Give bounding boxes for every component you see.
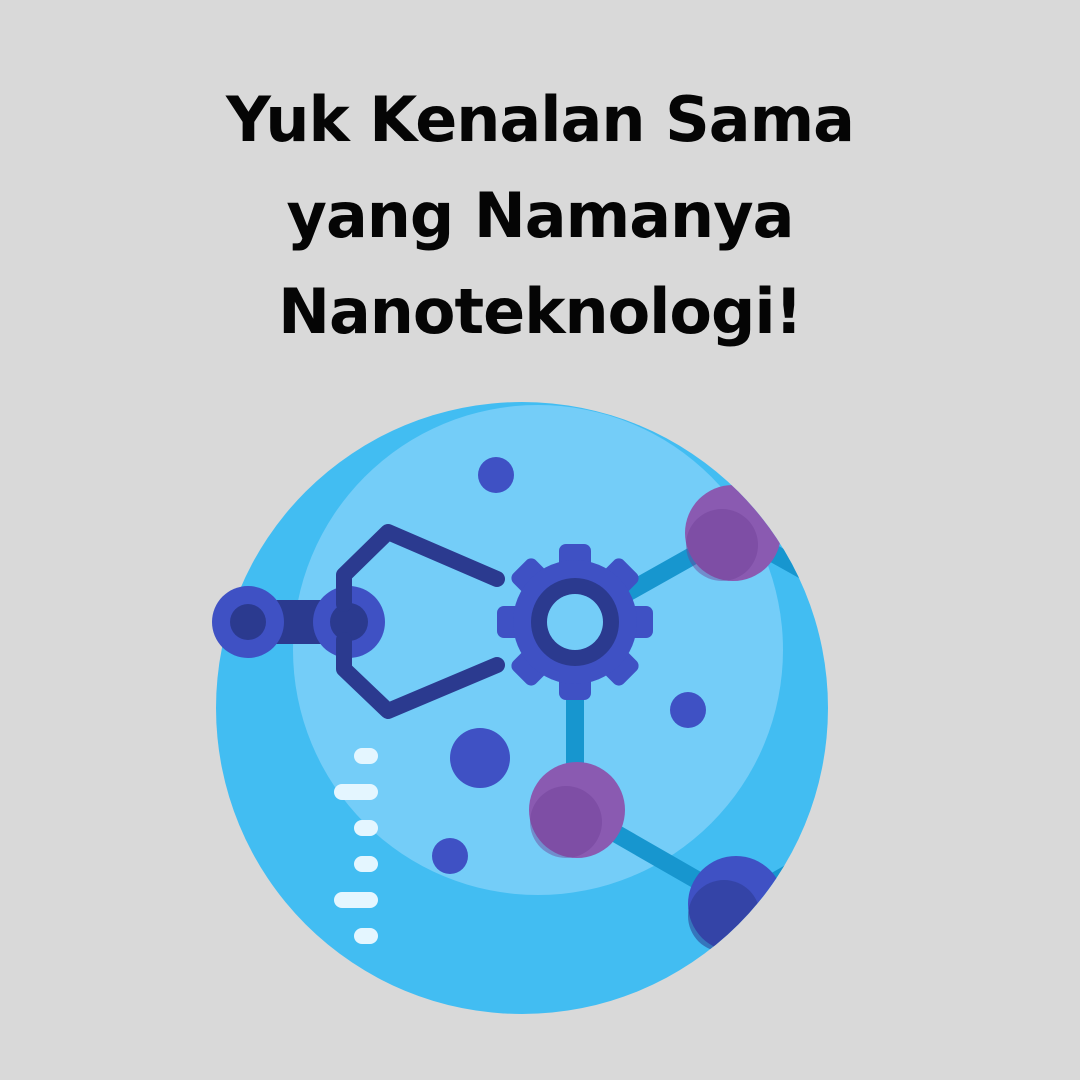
particle [450, 728, 510, 788]
title-line-3: Nanoteknologi! [278, 275, 803, 348]
arm-joint-core [230, 604, 266, 640]
page-title: Yuk Kenalan Sama yang Namanya Nanoteknol… [0, 72, 1080, 360]
purple-atom [529, 762, 625, 858]
blue-atom-shadow [688, 880, 760, 952]
scale-tick [354, 748, 378, 764]
particles [432, 457, 706, 874]
robotic-arm [212, 524, 505, 719]
particle [670, 692, 706, 728]
scale-tick [354, 856, 378, 872]
claw-upper [336, 524, 505, 612]
particle [478, 457, 514, 493]
claw-lower [336, 632, 505, 719]
scale-indicator [334, 748, 378, 944]
gear-icon [497, 544, 653, 700]
scale-tick [334, 784, 378, 800]
title-line-2: yang Namanya [286, 179, 795, 252]
purple-atom-shadow [530, 786, 602, 858]
scale-tick [354, 928, 378, 944]
arm-joint-core [330, 603, 368, 641]
title-line-1: Yuk Kenalan Sama [225, 83, 855, 156]
particle [432, 838, 468, 874]
scale-tick [334, 892, 378, 908]
purple-atom-shadow [686, 509, 758, 581]
scale-tick [354, 820, 378, 836]
